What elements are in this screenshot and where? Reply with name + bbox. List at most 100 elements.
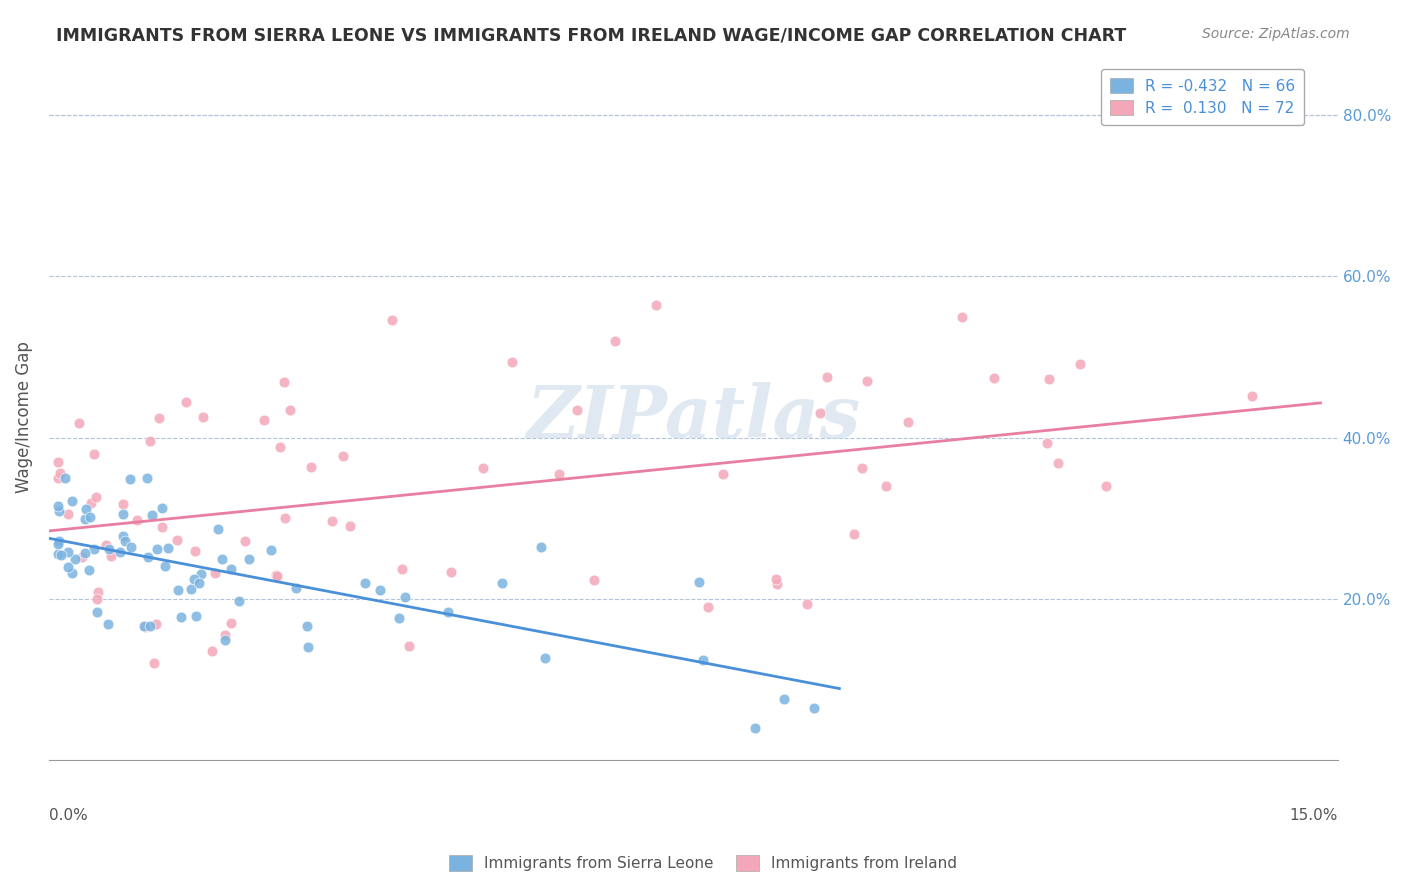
Point	[803, 701, 825, 715]
Point	[765, 572, 787, 586]
Point	[83, 541, 105, 556]
Point	[53, 471, 76, 485]
Point	[491, 576, 513, 591]
Point	[145, 616, 167, 631]
Point	[56, 560, 79, 574]
Point	[339, 519, 361, 533]
Text: ZIPatlas: ZIPatlas	[526, 382, 860, 453]
Point	[73, 512, 96, 526]
Point	[100, 549, 122, 563]
Point	[253, 413, 276, 427]
Legend: R = -0.432   N = 66, R =  0.130   N = 72: R = -0.432 N = 66, R = 0.130 N = 72	[1101, 69, 1305, 125]
Point	[48, 533, 70, 548]
Point	[46, 548, 69, 562]
Point	[97, 617, 120, 632]
Point	[534, 651, 557, 665]
Point	[284, 581, 307, 595]
Point	[120, 540, 142, 554]
Point	[214, 633, 236, 648]
Point	[744, 721, 766, 735]
Point	[60, 566, 83, 580]
Point	[529, 540, 551, 554]
Text: Source: ZipAtlas.com: Source: ZipAtlas.com	[1202, 27, 1350, 41]
Point	[150, 500, 173, 515]
Point	[112, 528, 135, 542]
Point	[86, 605, 108, 619]
Point	[153, 559, 176, 574]
Point	[141, 508, 163, 522]
Point	[381, 313, 404, 327]
Point	[148, 411, 170, 425]
Point	[67, 416, 90, 430]
Point	[1241, 389, 1264, 403]
Point	[565, 403, 588, 417]
Point	[321, 514, 343, 528]
Point	[983, 371, 1005, 385]
Point	[136, 549, 159, 564]
Text: IMMIGRANTS FROM SIERRA LEONE VS IMMIGRANTS FROM IRELAND WAGE/INCOME GAP CORRELAT: IMMIGRANTS FROM SIERRA LEONE VS IMMIGRAN…	[56, 27, 1126, 45]
Point	[48, 503, 70, 517]
Point	[274, 510, 297, 524]
Point	[193, 409, 215, 424]
Point	[75, 546, 97, 560]
Point	[219, 562, 242, 576]
Point	[167, 583, 190, 598]
Point	[1036, 435, 1059, 450]
Point	[180, 582, 202, 597]
Point	[135, 471, 157, 485]
Point	[1038, 372, 1060, 386]
Point	[80, 496, 103, 510]
Point	[266, 567, 288, 582]
Point	[388, 611, 411, 625]
Point	[688, 574, 710, 589]
Point	[238, 552, 260, 566]
Point	[132, 619, 155, 633]
Point	[201, 644, 224, 658]
Point	[299, 460, 322, 475]
Point	[582, 573, 605, 587]
Point	[186, 609, 208, 624]
Point	[370, 583, 392, 598]
Point	[84, 490, 107, 504]
Point	[60, 494, 83, 508]
Point	[83, 447, 105, 461]
Point	[214, 628, 236, 642]
Point	[796, 597, 818, 611]
Point	[332, 450, 354, 464]
Point	[808, 406, 831, 420]
Point	[108, 545, 131, 559]
Point	[65, 552, 87, 566]
Point	[219, 615, 242, 630]
Point	[233, 533, 256, 548]
Point	[269, 440, 291, 454]
Point	[190, 567, 212, 582]
Point	[266, 568, 288, 582]
Point	[273, 375, 295, 389]
Point	[603, 334, 626, 348]
Point	[696, 599, 718, 614]
Point	[46, 471, 69, 485]
Point	[280, 402, 302, 417]
Point	[157, 541, 180, 555]
Point	[842, 526, 865, 541]
Point	[56, 544, 79, 558]
Point	[211, 551, 233, 566]
Point	[260, 542, 283, 557]
Point	[111, 497, 134, 511]
Point	[114, 534, 136, 549]
Point	[184, 544, 207, 558]
Point	[851, 461, 873, 475]
Point	[98, 542, 121, 557]
Point	[96, 538, 118, 552]
Point	[75, 501, 97, 516]
Point	[51, 548, 73, 562]
Point	[391, 562, 413, 576]
Point	[127, 513, 149, 527]
Point	[711, 467, 734, 481]
Point	[111, 507, 134, 521]
Point	[1046, 456, 1069, 470]
Y-axis label: Wage/Income Gap: Wage/Income Gap	[15, 342, 32, 493]
Point	[207, 522, 229, 536]
Point	[295, 618, 318, 632]
Point	[77, 563, 100, 577]
